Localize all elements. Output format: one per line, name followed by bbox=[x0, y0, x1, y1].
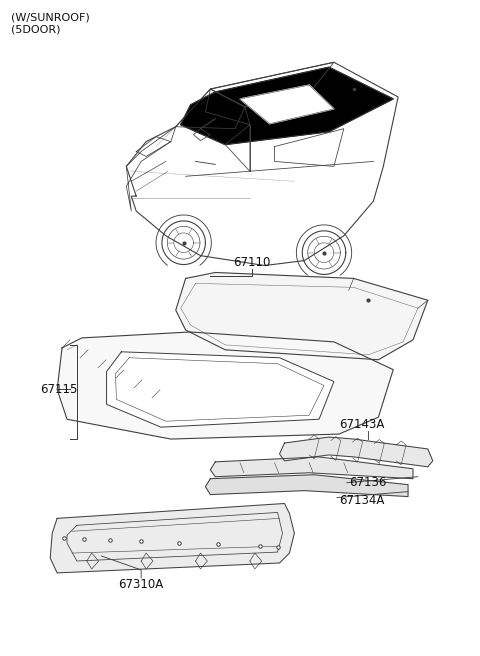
Polygon shape bbox=[205, 475, 408, 497]
Text: 67143A: 67143A bbox=[339, 418, 384, 431]
Polygon shape bbox=[240, 85, 334, 124]
Polygon shape bbox=[180, 67, 393, 144]
Polygon shape bbox=[107, 352, 334, 427]
Text: 67136: 67136 bbox=[349, 476, 386, 489]
Text: 67110: 67110 bbox=[233, 255, 271, 268]
Text: 67310A: 67310A bbox=[119, 578, 164, 591]
Text: 67115: 67115 bbox=[40, 383, 78, 396]
Text: 67134A: 67134A bbox=[339, 494, 384, 507]
Polygon shape bbox=[50, 504, 294, 573]
Polygon shape bbox=[57, 332, 393, 439]
Text: (5DOOR): (5DOOR) bbox=[11, 24, 60, 35]
Text: (W/SUNROOF): (W/SUNROOF) bbox=[11, 12, 89, 23]
Polygon shape bbox=[279, 437, 433, 467]
Polygon shape bbox=[176, 272, 428, 359]
Polygon shape bbox=[210, 457, 413, 479]
